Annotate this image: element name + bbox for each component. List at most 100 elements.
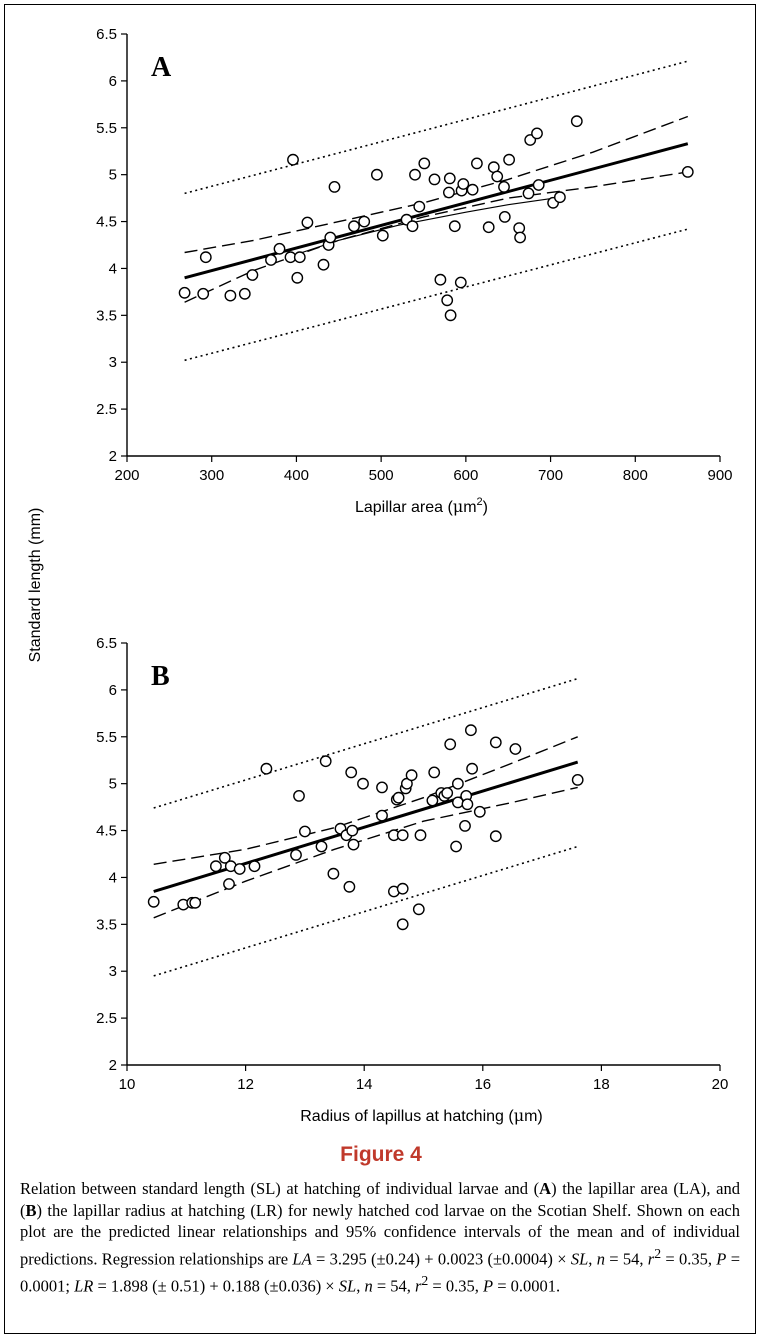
x-tick-label: 14	[356, 1076, 373, 1093]
data-point	[376, 229, 389, 242]
data-point	[473, 805, 486, 818]
x-tick-label: 16	[474, 1076, 491, 1093]
figure-frame	[4, 4, 756, 1334]
data-point	[327, 867, 340, 880]
data-point	[298, 825, 311, 838]
y-tick-label: 6	[109, 73, 117, 90]
data-point	[328, 180, 341, 193]
data-point	[346, 824, 359, 837]
y-tick-label: 3	[109, 963, 117, 980]
caption-segment: = 0.35,	[661, 1249, 717, 1268]
data-point	[412, 903, 425, 916]
caption-segment: SL	[570, 1249, 589, 1268]
data-point	[348, 220, 360, 233]
panel-b-chart: 2 2.5 3 3.5 4 4.5 5 5.5 6 6.5 10 12 14 16 18 20 Radius o…	[96, 635, 728, 1125]
caption-segment: LR	[74, 1276, 94, 1295]
data-point	[554, 191, 566, 204]
data-point	[178, 286, 191, 299]
prediction-interval-lower	[153, 845, 578, 977]
y-tick-label: 5	[109, 776, 117, 793]
caption-segment: = 0.0001;	[20, 1249, 740, 1295]
data-point	[413, 200, 426, 213]
data-point	[441, 787, 454, 799]
y-tick-label: 6	[109, 682, 117, 699]
data-point	[199, 251, 212, 264]
data-point	[345, 766, 358, 779]
data-point	[442, 186, 455, 199]
x-axis-label-mu: μ	[453, 497, 463, 516]
data-point	[482, 221, 495, 234]
caption-segment: = 54,	[372, 1276, 415, 1295]
x-axis-label-text: Radius of lapillus at hatching (	[300, 1108, 514, 1125]
y-tick-label: 5	[109, 167, 117, 184]
data-point	[392, 791, 405, 804]
data-point	[503, 153, 515, 166]
caption-segment: = 54,	[604, 1249, 648, 1268]
data-point	[319, 755, 332, 768]
data-point	[238, 287, 251, 300]
data-point	[343, 880, 356, 893]
prediction-interval-upper	[153, 677, 578, 809]
data-point	[273, 242, 286, 255]
data-point	[454, 276, 467, 289]
caption-segment: = 0.0001.	[493, 1276, 561, 1295]
data-point	[287, 153, 299, 166]
x-tick-label: 300	[199, 467, 224, 484]
data-point	[441, 294, 454, 307]
caption-segment: = 3.295 (±0.24) + 0.0023 (±0.0004) ×	[311, 1249, 571, 1268]
figure-caption: Relation between standard length (SL) at…	[20, 1178, 740, 1297]
caption-segment: P	[716, 1249, 727, 1268]
caption-segment: ,	[356, 1276, 365, 1295]
x-tick-label: 900	[707, 467, 732, 484]
caption-segment: ) the lapillar radius at hatching (LR) f…	[20, 1200, 740, 1269]
data-point	[396, 829, 409, 842]
y-tick-label: 5.5	[96, 120, 117, 137]
data-point	[405, 769, 418, 782]
data-point	[197, 287, 210, 300]
data-point	[301, 216, 314, 229]
data-point	[514, 231, 526, 244]
data-point	[324, 231, 337, 244]
x-tick-label: 18	[593, 1076, 610, 1093]
data-point	[532, 179, 545, 191]
caption-segment: = 1.898 (± 0.51) + 0.188 (±0.036) ×	[93, 1276, 339, 1295]
data-point	[428, 766, 441, 779]
x-tick-label: 20	[712, 1076, 729, 1093]
caption-segment: r	[647, 1249, 655, 1268]
caption-segment: n	[364, 1276, 373, 1295]
data-point	[450, 840, 462, 853]
data-point	[396, 918, 409, 931]
data-point	[291, 271, 304, 284]
y-tick-label: 5.5	[96, 729, 117, 746]
data-point	[426, 794, 439, 807]
x-tick-label: 400	[284, 467, 309, 484]
y-tick-label: 3.5	[96, 307, 117, 324]
x-tick-label: 800	[623, 467, 648, 484]
data-point	[522, 187, 535, 200]
data-point	[571, 774, 584, 786]
x-tick-label: 10	[119, 1076, 136, 1093]
x-axis-label: Radius of lapillus at hatching (μm)	[300, 1106, 543, 1125]
x-tick-label: 200	[114, 467, 139, 484]
data-point	[444, 309, 457, 322]
data-point	[147, 895, 160, 908]
y-tick-label: 6.5	[96, 26, 117, 43]
data-point	[434, 273, 447, 286]
data-point	[681, 165, 694, 178]
data-point	[444, 738, 457, 751]
y-tick-label: 2	[109, 1057, 117, 1074]
data-point	[209, 860, 222, 873]
data-point	[531, 127, 543, 140]
caption-segment: = 0.35,	[428, 1276, 483, 1295]
data-point	[315, 840, 328, 853]
data-point	[370, 168, 383, 181]
data-point	[224, 289, 237, 302]
data-point	[293, 790, 305, 802]
data-point	[409, 168, 421, 181]
x-tick-label: 600	[453, 467, 478, 484]
data-point	[376, 781, 388, 794]
y-tick-label: 3.5	[96, 916, 117, 933]
x-tick-label: 500	[369, 467, 394, 484]
mean-ci-upper	[153, 736, 578, 865]
